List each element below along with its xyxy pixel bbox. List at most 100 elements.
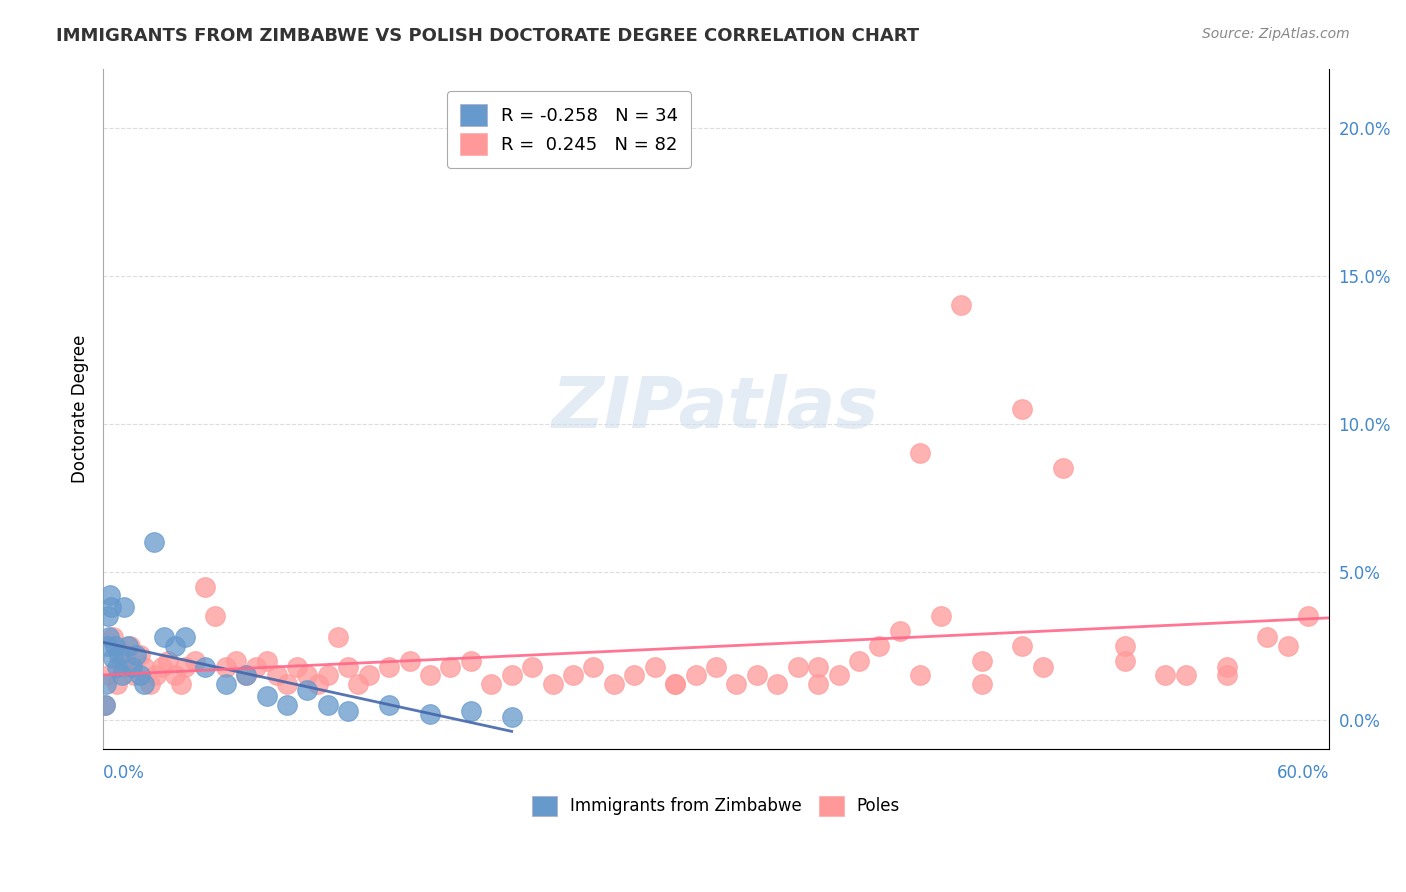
Point <box>1215 668 1237 682</box>
Point <box>163 668 186 682</box>
Point <box>1052 461 1074 475</box>
Point <box>950 298 973 312</box>
Point <box>910 446 932 460</box>
Point <box>562 668 585 682</box>
Point <box>98 630 121 644</box>
Point <box>170 677 193 691</box>
Point <box>1298 609 1320 624</box>
Point <box>103 630 125 644</box>
Text: 0.0%: 0.0% <box>103 764 145 782</box>
Point <box>868 639 890 653</box>
Point <box>150 659 173 673</box>
Point <box>1114 654 1136 668</box>
Point <box>603 677 626 691</box>
Point <box>100 600 122 615</box>
Point <box>98 589 121 603</box>
Point <box>479 677 502 691</box>
Point <box>970 654 993 668</box>
Point <box>501 668 523 682</box>
Point <box>129 648 152 662</box>
Point <box>184 654 207 668</box>
Point <box>725 677 748 691</box>
Point <box>276 677 298 691</box>
Point <box>398 654 420 668</box>
Point <box>110 654 132 668</box>
Point <box>316 698 339 712</box>
Point <box>235 668 257 682</box>
Point <box>347 677 370 691</box>
Point <box>266 668 288 682</box>
Point <box>122 668 145 682</box>
Point <box>460 704 482 718</box>
Point <box>460 654 482 668</box>
Point <box>129 668 152 682</box>
Point <box>297 668 319 682</box>
Point <box>541 677 564 691</box>
Point <box>285 659 308 673</box>
Point <box>848 654 870 668</box>
Point <box>204 609 226 624</box>
Point <box>685 668 707 682</box>
Point <box>194 659 217 673</box>
Point <box>276 698 298 712</box>
Point <box>153 630 176 644</box>
Point <box>664 677 686 691</box>
Point <box>103 650 125 665</box>
Point <box>1215 659 1237 673</box>
Point <box>157 654 180 668</box>
Point <box>439 659 461 673</box>
Point <box>132 677 155 691</box>
Point <box>94 698 117 712</box>
Point <box>419 706 441 721</box>
Point <box>112 600 135 615</box>
Point <box>704 659 727 673</box>
Point <box>139 677 162 691</box>
Point <box>326 630 349 644</box>
Y-axis label: Doctorate Degree: Doctorate Degree <box>72 334 89 483</box>
Point <box>121 659 143 673</box>
Point <box>1011 639 1033 653</box>
Point <box>1011 401 1033 416</box>
Text: Source: ZipAtlas.com: Source: ZipAtlas.com <box>1202 27 1350 41</box>
Point <box>337 704 360 718</box>
Point <box>337 659 360 673</box>
Point <box>107 677 129 691</box>
Point <box>307 677 329 691</box>
Point <box>807 677 830 691</box>
Point <box>1174 668 1197 682</box>
Point <box>316 668 339 682</box>
Point <box>419 668 441 682</box>
Point <box>644 659 666 673</box>
Point <box>1114 639 1136 653</box>
Point <box>215 659 238 673</box>
Point <box>1256 630 1278 644</box>
Point <box>357 668 380 682</box>
Point <box>97 609 120 624</box>
Point <box>145 668 167 682</box>
Point <box>623 668 645 682</box>
Point <box>910 668 932 682</box>
Point <box>929 609 952 624</box>
Point <box>256 654 278 668</box>
Point <box>94 698 117 712</box>
Point <box>215 677 238 691</box>
Point <box>297 683 319 698</box>
Point <box>117 639 139 653</box>
Point <box>827 668 849 682</box>
Point <box>786 659 808 673</box>
Point <box>501 710 523 724</box>
Text: ZIPatlas: ZIPatlas <box>553 375 880 443</box>
Point <box>98 668 121 682</box>
Point <box>766 677 789 691</box>
Legend: Immigrants from Zimbabwe, Poles: Immigrants from Zimbabwe, Poles <box>524 789 907 822</box>
Point <box>1154 668 1177 682</box>
Point <box>107 659 129 673</box>
Point <box>143 535 166 549</box>
Point <box>194 580 217 594</box>
Point <box>970 677 993 691</box>
Point <box>110 668 132 682</box>
Point <box>807 659 830 673</box>
Point <box>664 677 686 691</box>
Point <box>108 648 131 662</box>
Point <box>1277 639 1299 653</box>
